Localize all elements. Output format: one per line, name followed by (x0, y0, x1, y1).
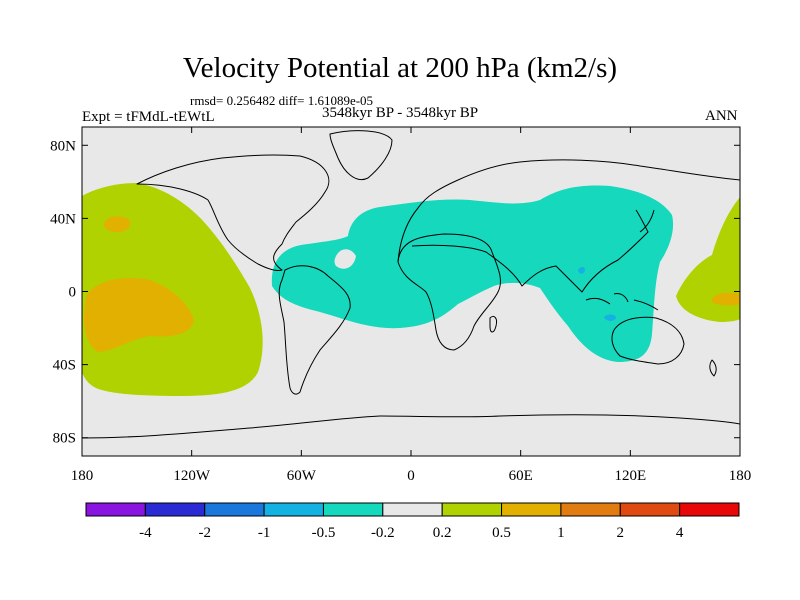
y-tick-label: 0 (69, 285, 77, 301)
colorbar-label: -0.2 (371, 525, 395, 541)
colorbar: -4 -2 -1 -0.5 -0.2 0.2 0.5 1 2 4 (85, 502, 740, 541)
x-tick-label: 120E (614, 468, 646, 484)
experiment-label: Expt = tFMdL-tEWtL (82, 109, 215, 125)
colorbar-swatch (85, 502, 146, 517)
season-label: ANN (705, 108, 738, 124)
colorbar-label: 1 (557, 525, 565, 541)
chart-title: Velocity Potential at 200 hPa (km2/s) (182, 52, 618, 84)
colorbar-swatch (144, 502, 206, 517)
colorbar-swatch (322, 502, 384, 517)
y-tick-label: 40S (53, 358, 76, 374)
anomaly-region (104, 216, 131, 232)
x-tick-label: 120W (173, 468, 211, 484)
y-tick-label: 40N (50, 211, 76, 227)
coastlines (82, 130, 740, 439)
colorbar-swatch (501, 502, 562, 517)
x-tick-label: 60E (509, 468, 533, 484)
axes: 180 120W 60W 0 60E 120E 180 80N 40N 0 40S 80S (50, 127, 751, 484)
y-tick-label: 80N (50, 138, 76, 154)
anomaly-region (604, 314, 616, 321)
period-label: 3548kyr BP - 3548kyr BP (322, 105, 479, 121)
anomaly-region (271, 185, 674, 362)
x-tick-label: 60W (287, 468, 317, 484)
colorbar-swatch (560, 502, 621, 517)
anomaly-region (84, 278, 194, 352)
colorbar-label: -0.5 (312, 525, 336, 541)
x-tick-label: 0 (407, 468, 415, 484)
colorbar-swatch (441, 502, 503, 517)
colorbar-label: -1 (258, 525, 271, 541)
colorbar-swatch (382, 502, 443, 517)
colorbar-swatch (679, 502, 740, 517)
x-tick-label: 180 (71, 468, 94, 484)
anomaly-region (578, 267, 585, 274)
colorbar-label: -4 (139, 525, 152, 541)
anomaly-region (712, 292, 740, 306)
colorbar-label: -2 (198, 525, 211, 541)
colorbar-label: 0.5 (492, 525, 511, 541)
colorbar-label: 2 (617, 525, 625, 541)
anomaly-region (676, 197, 740, 322)
colorbar-label: 4 (676, 525, 684, 541)
colorbar-swatch (204, 502, 265, 517)
y-tick-label: 80S (53, 431, 76, 447)
colorbar-label: 0.2 (433, 525, 452, 541)
stats-label: rmsd= 0.256482 diff= 1.61089e-05 (190, 93, 374, 108)
x-tick-label: 180 (729, 468, 752, 484)
colorbar-swatch (263, 502, 324, 517)
colorbar-swatch (619, 502, 681, 517)
